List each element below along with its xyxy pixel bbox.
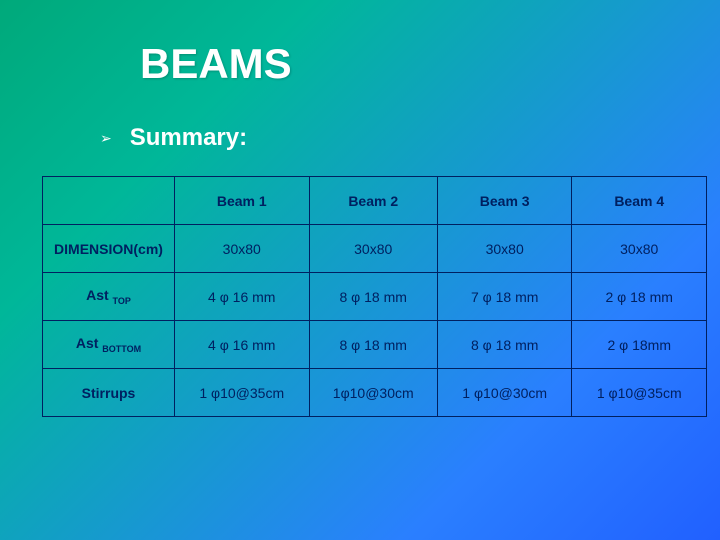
table-header-row: Beam 1 Beam 2 Beam 3 Beam 4 [43, 177, 707, 225]
slide-title: BEAMS [140, 40, 690, 88]
table-row: DIMENSION(cm) 30x80 30x80 30x80 30x80 [43, 225, 707, 273]
label-subscript: BOTTOM [102, 344, 141, 354]
label-text: Ast [76, 335, 102, 351]
cell: 1φ10@30cm [309, 369, 437, 417]
table-row: Stirrups 1 φ10@35cm 1φ10@30cm 1 φ10@30cm… [43, 369, 707, 417]
col-header: Beam 4 [572, 177, 707, 225]
row-label-dimension: DIMENSION(cm) [43, 225, 175, 273]
chevron-right-icon: ➢ [100, 130, 112, 147]
row-label-ast-top: Ast TOP [43, 273, 175, 321]
cell: 4 φ 16 mm [175, 321, 310, 369]
col-header: Beam 1 [175, 177, 310, 225]
label-text: Ast [86, 287, 112, 303]
cell: 30x80 [572, 225, 707, 273]
empty-corner-cell [43, 177, 175, 225]
cell: 1 φ10@35cm [175, 369, 310, 417]
cell: 2 φ 18mm [572, 321, 707, 369]
cell: 30x80 [175, 225, 310, 273]
col-header: Beam 2 [309, 177, 437, 225]
label-subscript: TOP [113, 296, 131, 306]
cell: 4 φ 16 mm [175, 273, 310, 321]
bullet-row: ➢ Summary: [100, 124, 690, 152]
table-row: Ast BOTTOM 4 φ 16 mm 8 φ 18 mm 8 φ 18 mm… [43, 321, 707, 369]
cell: 8 φ 18 mm [309, 273, 437, 321]
cell: 7 φ 18 mm [437, 273, 572, 321]
cell: 30x80 [309, 225, 437, 273]
table-row: Ast TOP 4 φ 16 mm 8 φ 18 mm 7 φ 18 mm 2 … [43, 273, 707, 321]
cell: 1 φ10@35cm [572, 369, 707, 417]
cell: 1 φ10@30cm [437, 369, 572, 417]
col-header: Beam 3 [437, 177, 572, 225]
slide-container: BEAMS ➢ Summary: Beam 1 Beam 2 Beam 3 Be… [0, 0, 720, 540]
cell: 2 φ 18 mm [572, 273, 707, 321]
cell: 8 φ 18 mm [437, 321, 572, 369]
cell: 30x80 [437, 225, 572, 273]
row-label-stirrups: Stirrups [43, 369, 175, 417]
slide-subtitle: Summary: [130, 124, 247, 152]
summary-table: Beam 1 Beam 2 Beam 3 Beam 4 DIMENSION(cm… [42, 176, 707, 417]
cell: 8 φ 18 mm [309, 321, 437, 369]
row-label-ast-bottom: Ast BOTTOM [43, 321, 175, 369]
